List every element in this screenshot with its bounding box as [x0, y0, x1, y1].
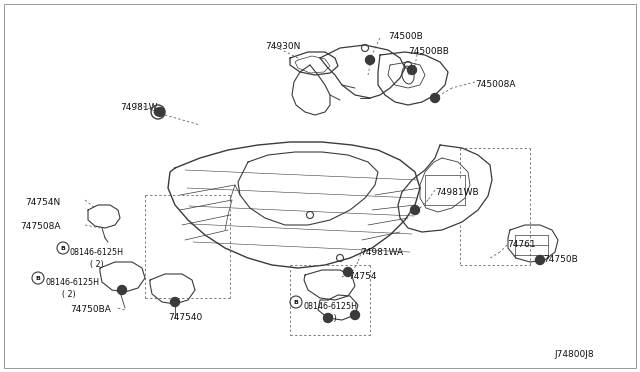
Circle shape	[351, 311, 360, 320]
Text: 74750B: 74750B	[543, 255, 578, 264]
Circle shape	[170, 298, 179, 307]
Text: B: B	[294, 299, 298, 305]
Text: 745008A: 745008A	[475, 80, 515, 89]
Text: J74800J8: J74800J8	[554, 350, 594, 359]
Text: 747508A: 747508A	[20, 222, 61, 231]
Text: ( 2): ( 2)	[90, 260, 104, 269]
Circle shape	[410, 205, 419, 215]
Text: 08146-6125H: 08146-6125H	[303, 302, 357, 311]
Text: 74981WA: 74981WA	[360, 248, 403, 257]
Circle shape	[365, 55, 374, 64]
Text: 74981WB: 74981WB	[435, 188, 479, 197]
Circle shape	[323, 314, 333, 323]
Text: 74500B: 74500B	[388, 32, 423, 41]
Text: 74981W: 74981W	[120, 103, 157, 112]
Text: ( 2): ( 2)	[323, 314, 337, 323]
Text: 74750BA: 74750BA	[70, 305, 111, 314]
Text: 08146-6125H: 08146-6125H	[45, 278, 99, 287]
Text: B: B	[36, 276, 40, 280]
Text: 74500BB: 74500BB	[408, 47, 449, 56]
Circle shape	[408, 65, 417, 74]
Text: 74754N: 74754N	[25, 198, 60, 207]
Text: ( 2): ( 2)	[62, 290, 76, 299]
Text: 74754: 74754	[348, 272, 376, 281]
Text: 08146-6125H: 08146-6125H	[70, 248, 124, 257]
Circle shape	[536, 256, 545, 264]
Circle shape	[431, 93, 440, 103]
Text: 74930N: 74930N	[265, 42, 300, 51]
Text: 747540: 747540	[168, 313, 202, 322]
Text: 74761: 74761	[507, 240, 536, 249]
Text: B: B	[61, 246, 65, 250]
Circle shape	[156, 108, 164, 116]
Circle shape	[118, 285, 127, 295]
Circle shape	[344, 267, 353, 276]
Circle shape	[154, 108, 162, 116]
